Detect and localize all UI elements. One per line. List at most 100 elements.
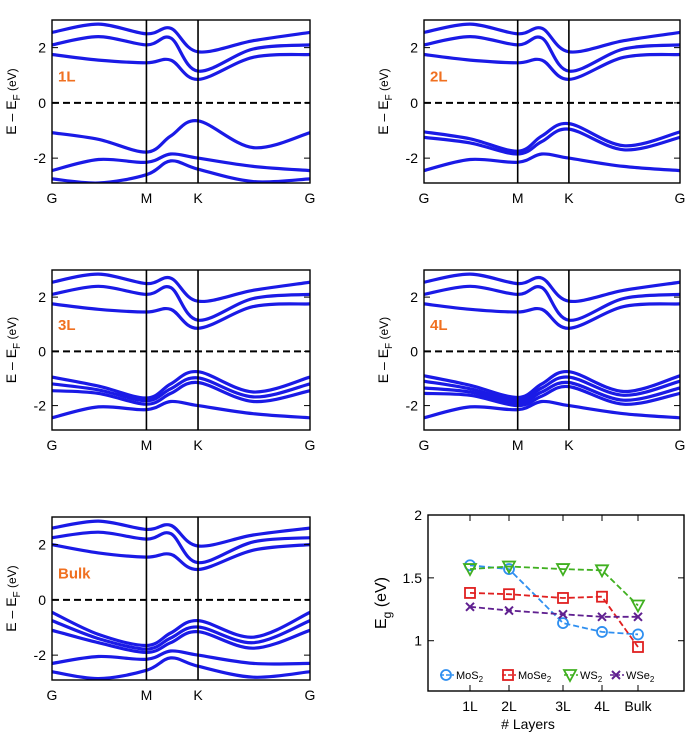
y-tick-label: 2 <box>410 40 418 56</box>
y-tick-label: 2 <box>38 537 46 553</box>
y-axis-label-main: E <box>373 618 390 629</box>
data-point <box>594 564 610 579</box>
data-point <box>462 563 478 577</box>
data-point <box>633 612 643 622</box>
y-axis-label: E – EF (eV) <box>3 68 23 134</box>
panel-label: Bulk <box>58 565 91 582</box>
band-line-valence-3 <box>52 628 310 654</box>
y-tick-label: 2 <box>38 289 46 305</box>
band-curves <box>52 22 310 183</box>
y-axis-label-sub: F <box>12 591 23 597</box>
legend-label: WSe2 <box>626 670 655 684</box>
band-curves <box>424 22 680 173</box>
series-line <box>469 592 639 648</box>
y-tick-label: 0 <box>410 343 418 359</box>
x-tick-label: 3L <box>555 698 571 714</box>
y-axis-label: E – EF (eV) <box>3 565 23 631</box>
x-tick-label: 4L <box>594 698 610 714</box>
y-axis-label-unit: (eV) <box>373 577 390 612</box>
y-axis-label-sub: F <box>12 343 23 349</box>
series-mos2 <box>464 559 644 641</box>
data-point <box>555 563 571 577</box>
data-point <box>596 590 608 603</box>
kpath-label: K <box>193 437 203 453</box>
panel-label: 4L <box>430 317 448 334</box>
y-tick-label: 0 <box>38 95 46 111</box>
y-axis-label: Eg (eV) <box>373 577 394 629</box>
band-line-valence-4 <box>424 384 680 408</box>
data-point <box>503 588 515 601</box>
legend-label-sub: 2 <box>479 675 484 684</box>
band-line-valence-3 <box>52 380 310 406</box>
kpath-label: M <box>141 687 153 703</box>
band-line-conduction-3 <box>52 519 310 548</box>
band-panel-2l: -2 0 2 G M K G 2L E – EF (eV) <box>375 19 685 206</box>
band-line-valence-4 <box>52 399 310 420</box>
y-tick-label: -2 <box>406 150 419 166</box>
data-point <box>557 592 569 604</box>
series-ws2 <box>462 560 646 614</box>
kpath-label: K <box>193 190 203 206</box>
kpath-label: K <box>193 687 203 703</box>
band-line-conduction-2 <box>424 284 680 322</box>
legend-label: MoS2 <box>456 670 484 684</box>
band-line-conduction-2 <box>52 35 310 73</box>
band-line-valence-2 <box>52 152 310 173</box>
band-line-conduction-2 <box>424 35 680 73</box>
y-axis-label-sub: F <box>12 94 23 100</box>
band-line-valence-1 <box>52 610 310 648</box>
y-axis-label-unit: (eV) <box>377 68 391 94</box>
kpath-label: M <box>141 437 153 453</box>
data-point <box>464 587 476 599</box>
series-line <box>469 564 639 636</box>
y-axis-label-main: E – E <box>3 349 19 383</box>
legend-label-main: MoSe <box>518 670 547 682</box>
band-line-conduction-1 <box>424 302 680 330</box>
legend-label-sub: 2 <box>650 675 655 684</box>
plot-frame <box>51 516 311 681</box>
band-line-valence-5 <box>424 399 680 420</box>
kpath-label: G <box>675 437 686 453</box>
kpath-label: M <box>512 190 524 206</box>
x-axis-label: # Layers <box>501 716 555 732</box>
band-line-conduction-1 <box>52 52 310 82</box>
data-point <box>558 609 568 620</box>
y-tick-label: 1.5 <box>403 570 423 586</box>
y-axis-label-unit: (eV) <box>377 317 391 343</box>
y-tick-label: 0 <box>410 95 418 111</box>
y-axis-label: E – EF (eV) <box>375 68 395 134</box>
x-tick-label: 2L <box>501 698 517 714</box>
y-axis-label-sub: g <box>380 612 394 619</box>
band-line-conduction-3 <box>52 272 310 304</box>
kpath-label: G <box>305 190 316 206</box>
legend-label-main: MoS <box>456 670 479 682</box>
kpath-label: M <box>512 437 524 453</box>
band-line-conduction-3 <box>424 22 680 54</box>
kpath-label: K <box>564 190 574 206</box>
data-point <box>632 641 644 653</box>
y-tick-label: 2 <box>410 289 418 305</box>
band-line-valence-2 <box>52 376 310 403</box>
y-axis-label: E – EF (eV) <box>375 317 395 383</box>
band-line-conduction-1 <box>424 52 680 82</box>
series-mose2 <box>464 587 644 653</box>
band-line-valence-1 <box>424 370 680 400</box>
data-point <box>630 599 646 614</box>
band-panel-4l: -2 0 2 G M K G 4L E – EF (eV) <box>375 269 686 453</box>
data-point <box>597 612 607 622</box>
y-axis-label-unit: (eV) <box>5 68 19 94</box>
y-axis-label-sub: F <box>384 343 395 349</box>
plot-frame <box>423 269 681 431</box>
y-axis-label-unit: (eV) <box>5 565 19 591</box>
legend-marker <box>440 669 452 681</box>
band-panel-1l: -2 0 2 G M K G 1L E – EF (eV) <box>3 19 316 206</box>
y-tick-label: 0 <box>38 343 46 359</box>
band-line-valence-3 <box>424 152 680 173</box>
legend: MoS2 MoSe2 WS2 WSe2 <box>440 669 655 684</box>
legend-marker <box>611 670 621 680</box>
band-line-conduction-2 <box>52 284 310 322</box>
plot-frame <box>51 269 311 431</box>
x-tick-label: Bulk <box>624 698 652 714</box>
